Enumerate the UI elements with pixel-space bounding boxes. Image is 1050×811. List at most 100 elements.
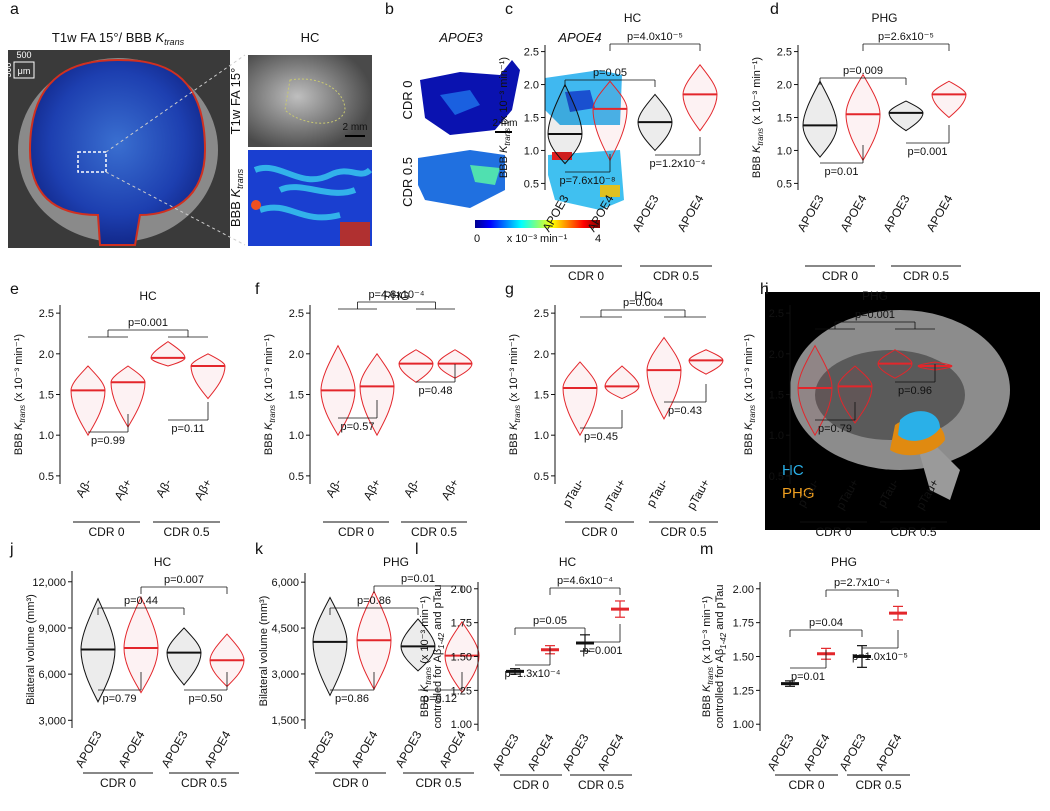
ktrans-pattern xyxy=(253,165,373,221)
y-tick-label: 0.5 xyxy=(777,178,792,190)
y-tick-label: 1.75 xyxy=(733,618,754,630)
zoom-line xyxy=(105,171,246,246)
y-axis-label: BBB Ktrans (x 10⁻³ min⁻¹) xyxy=(419,596,433,717)
label-part: trans xyxy=(706,667,715,685)
ktrans-hotspot xyxy=(251,200,261,210)
y-tick-label: 2.5 xyxy=(289,308,304,320)
label-part: trans xyxy=(18,405,27,423)
label-part: K xyxy=(13,422,25,430)
x-tick-label: Aβ+ xyxy=(192,477,215,503)
p-value: p=4.0x10⁻⁵ xyxy=(627,31,683,43)
p-value: p=1.3x10⁻⁴ xyxy=(504,668,560,680)
label-part: K xyxy=(701,684,713,692)
x-tick-label: APOE3 xyxy=(629,192,661,234)
violin xyxy=(312,596,348,697)
p-value: p=0.01 xyxy=(825,166,859,178)
p-value: p=7.6x10⁻⁸ xyxy=(559,175,615,187)
label-part: Bilateral volume (mm³) xyxy=(258,596,270,707)
label-part: BBB xyxy=(508,430,520,455)
y-tick-label: 3,000 xyxy=(271,669,299,681)
violin xyxy=(70,365,106,437)
y-tick-label: 1.0 xyxy=(534,430,549,442)
group-label: CDR 0.5 xyxy=(163,525,209,539)
label-part: (x 10⁻³ min⁻¹) xyxy=(701,596,713,667)
label-part: BBB xyxy=(13,430,25,455)
p-value: p=0.01 xyxy=(401,573,435,585)
map-hotspot xyxy=(552,152,572,160)
title-part: K xyxy=(155,30,165,45)
violin xyxy=(190,353,226,400)
label-part: controlled for Aβ xyxy=(432,649,444,729)
x-tick-label: APOE4 xyxy=(674,192,706,234)
y-tick-label: 12,000 xyxy=(32,577,66,589)
y-axis-label: BBB Ktrans (x 10⁻³ min⁻¹) xyxy=(701,596,715,717)
region-label: HC xyxy=(782,462,804,479)
chart-title: PHG xyxy=(871,11,897,25)
x-tick-label: APOE3 xyxy=(764,731,796,773)
label-part: (x 10⁻³ min⁻¹) xyxy=(508,334,520,405)
roi-box xyxy=(77,151,107,173)
p-value: p=0.04 xyxy=(809,617,843,629)
p-value: p=0.001 xyxy=(582,645,622,657)
violin xyxy=(931,80,967,119)
x-tick-label: APOE4 xyxy=(201,728,233,770)
panel-label: m xyxy=(700,541,713,558)
y-tick-label: 0.5 xyxy=(39,471,54,483)
panel-label: a xyxy=(10,1,19,18)
panel-label: f xyxy=(255,281,260,298)
y-tick-label: 1,500 xyxy=(271,715,299,727)
region-label: PHG xyxy=(782,485,815,502)
p-value: p=0.79 xyxy=(103,693,137,705)
violin xyxy=(646,336,682,420)
y-tick-label: 1.50 xyxy=(733,652,754,664)
y-tick-label: 2.5 xyxy=(769,308,784,320)
group-label: CDR 0 xyxy=(513,778,549,792)
y-tick-label: 1.5 xyxy=(534,390,549,402)
group-label: CDR 0 xyxy=(788,778,824,792)
p-value: p=0.001 xyxy=(855,309,895,321)
y-tick-label: 1.25 xyxy=(733,685,754,697)
group-label: CDR 0 xyxy=(581,525,617,539)
violin xyxy=(802,80,838,158)
label-part: K xyxy=(228,188,243,198)
x-tick-label: Aβ+ xyxy=(112,477,135,503)
x-tick-label: pTau+ xyxy=(684,477,713,513)
y-axis-label: controlled for Aβ1-42 and pTau xyxy=(432,584,446,728)
p-value: p=4.6x10⁻⁴ xyxy=(557,575,613,587)
y-tick-label: 2.0 xyxy=(524,80,539,92)
y-tick-label: 4,500 xyxy=(271,623,299,635)
y-tick-label: 1.5 xyxy=(289,390,304,402)
y-tick-label: 1.0 xyxy=(39,430,54,442)
y-tick-label: 1.0 xyxy=(289,430,304,442)
group-label: CDR 0 xyxy=(822,269,858,283)
group-label: CDR 0 xyxy=(88,525,124,539)
row-label: CDR 0 xyxy=(400,80,415,119)
panel-label: g xyxy=(505,281,514,298)
chart-title: HC xyxy=(634,289,652,303)
brainstem xyxy=(920,440,960,500)
chart-title: HC xyxy=(154,555,172,569)
p-value: p=0.43 xyxy=(668,405,702,417)
label-part: (x 10⁻³ min⁻¹) xyxy=(13,334,25,405)
x-tick-label: APOE4 xyxy=(115,728,147,770)
y-tick-label: 2.00 xyxy=(451,584,472,596)
row-label: T1w FA 15° xyxy=(228,68,243,135)
x-tick-label: APOE3 xyxy=(392,728,424,770)
p-value: p=2.6x10⁻⁵ xyxy=(878,31,934,43)
scale-unit: μm xyxy=(18,66,31,76)
label-part: (x 10⁻³ min⁻¹) xyxy=(419,596,431,667)
image-title: T1w FA 15°/ BBB Ktrans xyxy=(52,30,185,47)
violin xyxy=(562,361,598,437)
violin xyxy=(359,352,395,437)
p-value: p=2.7x10⁻⁴ xyxy=(834,577,890,589)
chart-title: PHG xyxy=(383,289,409,303)
x-tick-label: APOE3 xyxy=(489,731,521,773)
scale-label: 2 mm xyxy=(493,118,518,129)
image-b: APOE3 APOE4 CDR 0 CDR 0.5 2 mm 0 x 10⁻³ … xyxy=(400,30,624,245)
label-part: BBB xyxy=(498,153,510,178)
chart-title: PHG xyxy=(383,555,409,569)
p-value: p=4.8x10⁻⁴ xyxy=(368,289,424,301)
x-tick-label: pTau- xyxy=(643,477,670,510)
chart-title: HC xyxy=(559,555,577,569)
p-value: p=0.48 xyxy=(419,385,453,397)
